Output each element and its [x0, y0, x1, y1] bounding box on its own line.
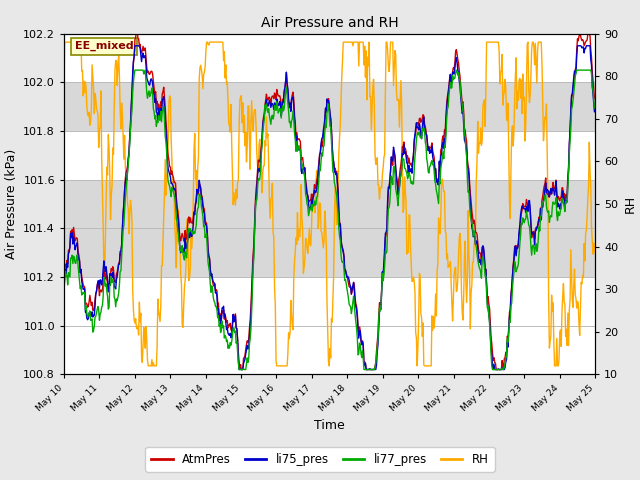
Bar: [64, 180, 595, 277]
Y-axis label: RH: RH: [624, 195, 637, 213]
Title: Air Pressure and RH: Air Pressure and RH: [260, 16, 399, 30]
X-axis label: Time: Time: [314, 419, 345, 432]
Bar: [64, 82, 595, 131]
Text: EE_mixed: EE_mixed: [75, 41, 133, 51]
Legend: AtmPres, li75_pres, li77_pres, RH: AtmPres, li75_pres, li77_pres, RH: [145, 447, 495, 472]
Y-axis label: Air Pressure (kPa): Air Pressure (kPa): [4, 149, 17, 259]
